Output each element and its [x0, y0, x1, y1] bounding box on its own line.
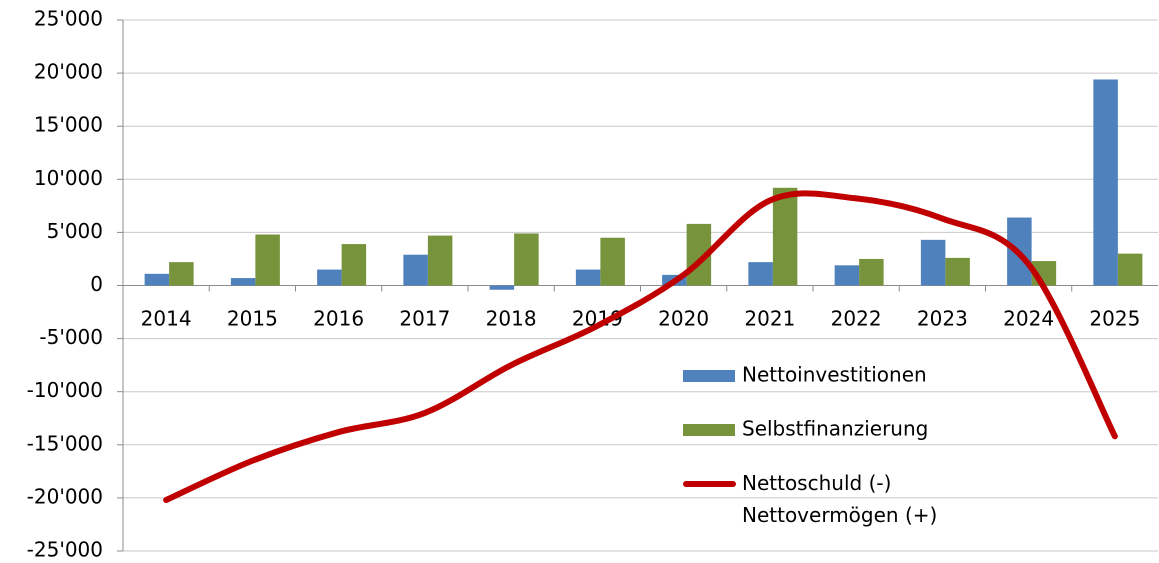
- x-tick-label: 2024: [1003, 307, 1054, 331]
- bar: [1117, 253, 1143, 286]
- legend-swatch: [683, 424, 735, 436]
- bar: [427, 235, 453, 286]
- bar: [317, 269, 342, 286]
- x-tick-label: 2014: [141, 307, 192, 331]
- bar: [1093, 79, 1118, 286]
- bar: [748, 262, 773, 286]
- x-tick-label: 2020: [658, 307, 709, 331]
- bar: [169, 262, 194, 286]
- legend-swatch: [683, 370, 735, 382]
- y-tick-label: -25'000: [27, 538, 103, 562]
- bar: [230, 278, 256, 286]
- bar: [772, 187, 798, 286]
- y-tick-label: -15'000: [27, 431, 103, 455]
- x-tick-label: 2022: [831, 307, 882, 331]
- legend-label: Nettoschuld (-) Nettovermögen (+): [742, 471, 937, 527]
- y-tick-label: 20'000: [34, 60, 103, 84]
- y-tick-label: 10'000: [34, 166, 103, 190]
- x-tick-label: 2021: [744, 307, 795, 331]
- bar: [920, 239, 946, 286]
- x-tick-label: 2016: [313, 307, 364, 331]
- legend-label: Selbstfinanzierung: [742, 417, 928, 441]
- bar: [341, 244, 367, 286]
- y-tick-label: 5'000: [47, 219, 103, 243]
- line: [163, 190, 1118, 504]
- x-tick-label: 2015: [227, 307, 278, 331]
- bar: [514, 233, 539, 286]
- bar: [575, 269, 601, 286]
- x-tick-label: 2018: [486, 307, 537, 331]
- bar: [403, 254, 428, 286]
- bar: [255, 234, 280, 286]
- bar: [144, 273, 170, 286]
- bar: [600, 237, 625, 286]
- legend-label: Nettoinvestitionen: [742, 363, 927, 387]
- y-tick-label: -20'000: [27, 484, 103, 508]
- x-tick-label: 2017: [399, 307, 450, 331]
- bar: [489, 285, 515, 290]
- y-tick-label: 0: [90, 272, 103, 296]
- x-tick-label: 2025: [1089, 307, 1140, 331]
- bar: [859, 258, 884, 286]
- bar: [945, 257, 970, 286]
- y-tick-label: 15'000: [34, 113, 103, 137]
- bar: [834, 265, 860, 286]
- y-tick-label: 25'000: [34, 7, 103, 31]
- y-tick-label: -10'000: [27, 378, 103, 402]
- y-tick-label: -5'000: [39, 325, 103, 349]
- x-tick-label: 2023: [917, 307, 968, 331]
